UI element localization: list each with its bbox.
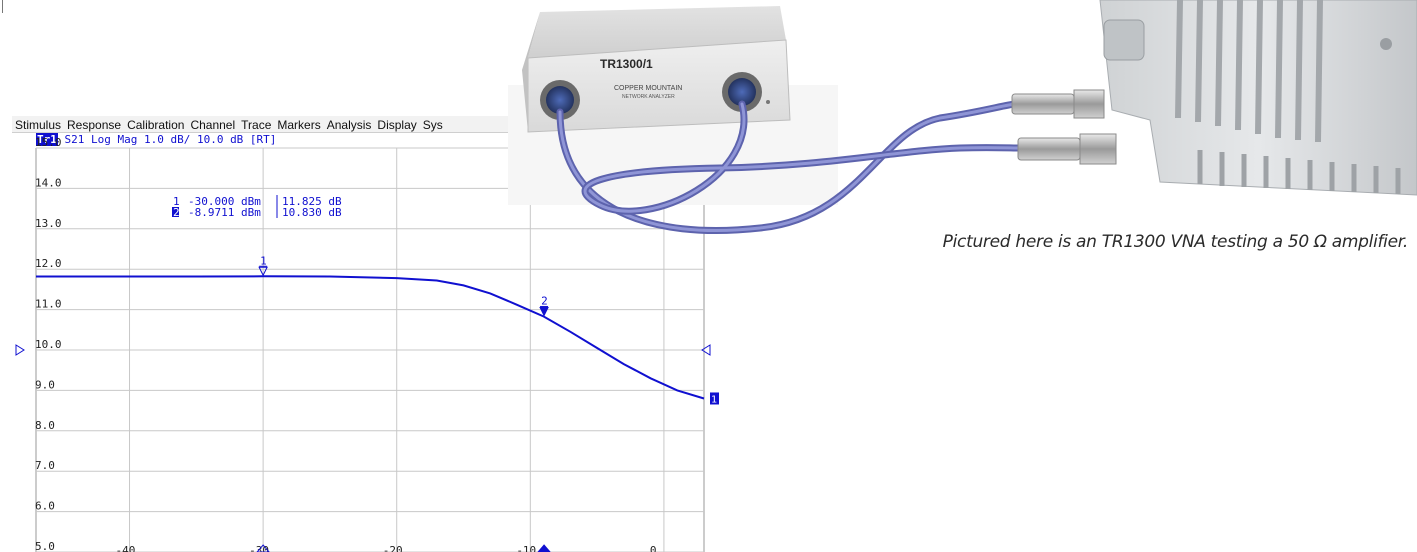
trace-end-marker [710, 392, 719, 405]
marker-readout-value: 10.830 dB [282, 206, 342, 219]
menu-trace[interactable]: Trace [241, 118, 272, 132]
ref-level-right-arrow [701, 344, 711, 356]
device-line: NETWORK ANALYZER [622, 94, 675, 100]
x-tick-label: -10 [516, 544, 536, 552]
marker-readout-stimulus: -8.9711 dBm [188, 206, 261, 219]
y-tick-label: 9.0 [35, 378, 55, 391]
vna-photo: TR1300/1 COPPER MOUNTAIN NETWORK ANALYZE… [508, 0, 1417, 234]
menu-system[interactable]: Sys [422, 118, 443, 132]
y-tick-label: 8.0 [35, 419, 55, 432]
trace-badge[interactable]: Tr1 [36, 133, 58, 146]
marker-2-stimulus-arrow [537, 544, 551, 552]
page-edge-tick [2, 0, 3, 13]
menu-markers[interactable]: Markers [277, 118, 321, 132]
y-tick-label: 15.0 [35, 136, 62, 149]
y-tick-label: 12.0 [35, 257, 62, 270]
device-model: TR1300/1 [600, 57, 653, 71]
y-tick-label: 10.0 [35, 338, 62, 351]
marker-readout-id: 1 [173, 195, 180, 208]
marker-1-stimulus-arrow [256, 544, 270, 552]
amplifier-housing [1099, 0, 1417, 196]
y-tick-label: 5.0 [35, 540, 55, 552]
ref-level-left-arrow [15, 344, 25, 356]
device-brand: COPPER MOUNTAIN [614, 85, 682, 92]
x-tick-label: -40 [116, 544, 136, 552]
y-tick-label: 6.0 [35, 500, 55, 513]
menu-analysis[interactable]: Analysis [326, 118, 372, 132]
x-tick-label: 0 [650, 544, 657, 552]
y-tick-label: 14.0 [35, 176, 62, 189]
marker-readout-active-badge [172, 207, 179, 217]
photo-caption: Pictured here is an TR1300 VNA testing a… [942, 232, 1409, 252]
s21-trace-line [36, 275, 705, 400]
marker-readout-stimulus: -30.000 dBm [188, 195, 261, 208]
y-tick-label: 11.0 [35, 298, 62, 311]
marker-readout-value: 11.825 dB [282, 195, 342, 208]
amp-connectors [1011, 89, 1117, 165]
marker-2-label: 2 [541, 294, 548, 307]
marker-readout-id: 2 [173, 206, 180, 219]
menu-response[interactable]: Response [67, 118, 122, 132]
marker-2-triangle [539, 306, 549, 317]
marker-1-label: 1 [260, 254, 267, 267]
x-tick-label: -30 [249, 544, 269, 552]
trace-format: S21 Log Mag 1.0 dB/ 10.0 dB [RT] [64, 133, 277, 146]
marker-1-triangle [258, 266, 268, 277]
trace-end-marker-label: 1 [711, 394, 717, 405]
menu-calibration[interactable]: Calibration [127, 118, 185, 132]
menu-stimulus[interactable]: Stimulus [15, 118, 62, 132]
trace-header[interactable]: Tr1 S21 Log Mag 1.0 dB/ 10.0 dB [RT] [36, 133, 276, 146]
y-tick-label: 13.0 [35, 217, 62, 230]
x-tick-label: -20 [383, 544, 403, 552]
rf-cables [556, 100, 1024, 234]
vna-device: TR1300/1 COPPER MOUNTAIN NETWORK ANALYZE… [522, 6, 791, 133]
menu-display[interactable]: Display [377, 118, 417, 132]
y-tick-label: 7.0 [35, 459, 55, 472]
menu-channel[interactable]: Channel [190, 118, 236, 132]
